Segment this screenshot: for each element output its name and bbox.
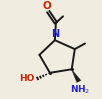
Text: O: O xyxy=(42,1,51,11)
Text: HO: HO xyxy=(19,74,34,83)
Text: NH$_2$: NH$_2$ xyxy=(70,84,90,96)
Polygon shape xyxy=(72,69,81,82)
Text: N: N xyxy=(51,29,59,39)
